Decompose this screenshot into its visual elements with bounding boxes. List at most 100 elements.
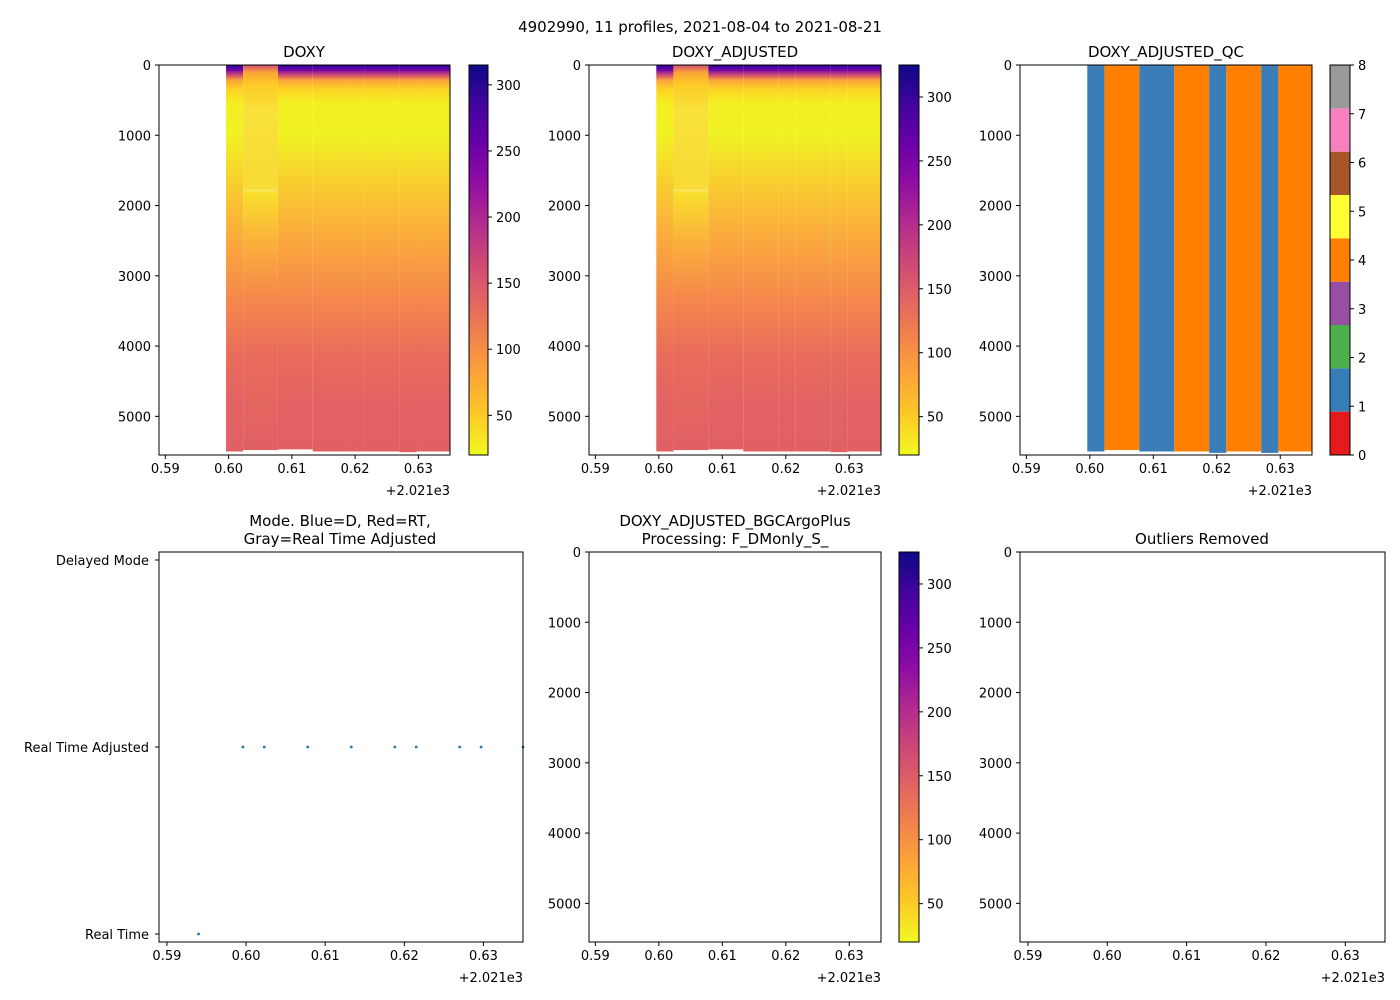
panel-doxy-adjusted-qc: DOXY_ADJUSTED_QC 0.59 0.60 0.61 0.62 0.63010… xyxy=(979,43,1366,499)
x-tick-label: 0.61 xyxy=(708,949,737,964)
panel-qc-title: DOXY_ADJUSTED_QC xyxy=(1088,43,1244,62)
qc-colorbar-tick-label: 0 xyxy=(1358,449,1366,464)
y-tick-label: 4000 xyxy=(548,827,581,842)
x-tick-label: 0.62 xyxy=(390,949,419,964)
mode-point xyxy=(479,745,483,749)
colorbar-tick-label: 200 xyxy=(927,219,952,234)
colorbar-tick-label: 250 xyxy=(927,155,952,170)
y-tick-label: 4000 xyxy=(979,827,1012,842)
figure-suptitle: 4902990, 11 profiles, 2021-08-04 to 2021… xyxy=(518,18,882,36)
y-tick-label: 0 xyxy=(573,546,581,561)
x-tick-label: 0.62 xyxy=(341,462,370,477)
panel-doxy-x-offset: +2.021e3 xyxy=(386,484,450,499)
panel-mode-title-line2: Gray=Real Time Adjusted xyxy=(244,530,437,548)
panel-doxy-adjusted-frame xyxy=(588,64,882,456)
qc-colorbar-bin xyxy=(1330,368,1350,412)
colorbar-tick-label: 300 xyxy=(496,79,521,94)
y-tick-label: 2000 xyxy=(548,687,581,702)
panel-doxy-frame xyxy=(158,64,451,456)
x-tick-label: 0.60 xyxy=(644,949,673,964)
x-tick-label: 0.62 xyxy=(1252,949,1281,964)
colorbar xyxy=(468,64,489,456)
colorbar-tick-label: 200 xyxy=(496,211,521,226)
heatmap-profile-column xyxy=(364,65,400,452)
panel-doxy-title: DOXY xyxy=(283,43,326,61)
y-tick-label: 1000 xyxy=(118,129,151,144)
heatmap-profile-column xyxy=(243,65,278,451)
qc-colorbar-tick-label: 1 xyxy=(1358,400,1366,415)
y-tick-label: 2000 xyxy=(979,687,1012,702)
colorbar-tick-label: 50 xyxy=(927,411,944,426)
qc-colorbar-tick-label: 5 xyxy=(1358,205,1366,220)
mode-point xyxy=(306,745,310,749)
x-tick-label: 0.63 xyxy=(835,462,864,477)
x-tick-label: 0.59 xyxy=(1012,462,1041,477)
x-tick-label: 0.63 xyxy=(1266,462,1295,477)
colorbar-tick-label: 100 xyxy=(927,834,952,849)
y-tick-label: 3000 xyxy=(548,270,581,285)
x-tick-label: 0.60 xyxy=(644,462,673,477)
heatmap-profile-edge xyxy=(243,189,278,192)
y-tick-label: 5000 xyxy=(979,410,1012,425)
panel-outliers-frame xyxy=(1019,551,1386,943)
panel-outliers: Outliers Removed 0.59 0.60 0.61 0.62 0.63 0 10… xyxy=(979,530,1386,986)
mode-point xyxy=(458,745,462,749)
y-tick-label: 0 xyxy=(1004,59,1012,74)
colorbar-tick-label: 300 xyxy=(927,91,952,106)
heatmap-profile-column xyxy=(312,65,348,452)
qc-colorbar-tick-label: 4 xyxy=(1358,254,1366,269)
x-tick-label: 0.63 xyxy=(469,949,498,964)
qc-column xyxy=(1226,65,1262,452)
x-tick-label: 0.60 xyxy=(214,462,243,477)
panel-bgc-frame xyxy=(588,551,882,943)
panel-mode-frame xyxy=(158,551,524,943)
mode-point xyxy=(349,745,353,749)
qc-colorbar-tick-label: 8 xyxy=(1358,59,1366,74)
heatmap-profile-column xyxy=(795,65,831,452)
x-tick-label: 0.60 xyxy=(232,949,261,964)
heatmap-profile-column xyxy=(847,65,881,452)
qc-colorbar-tick-label: 3 xyxy=(1358,303,1366,318)
colorbar-tick-label: 150 xyxy=(927,283,952,298)
mode-category-label: Real Time xyxy=(85,928,149,943)
y-tick-label: 1000 xyxy=(979,616,1012,631)
qc-column xyxy=(1261,65,1279,453)
heatmap-profile-column xyxy=(277,65,313,450)
y-tick-label: 2000 xyxy=(548,200,581,215)
colorbar-tick-label: 250 xyxy=(927,642,952,657)
x-tick-label: 0.61 xyxy=(277,462,306,477)
heatmap-profile-column xyxy=(673,65,709,451)
y-tick-label: 4000 xyxy=(548,340,581,355)
panel-mode: Mode. Blue=D, Red=RT, Gray=Real Time Adj… xyxy=(24,512,525,986)
x-tick-label: 0.61 xyxy=(311,949,340,964)
colorbar-tick-label: 250 xyxy=(496,145,521,160)
panel-outliers-title: Outliers Removed xyxy=(1135,530,1269,548)
mode-point xyxy=(393,745,397,749)
colorbar-tick-label: 50 xyxy=(496,409,513,424)
mode-category-label: Real Time Adjusted xyxy=(24,741,149,756)
panel-doxy-adjusted-title: DOXY_ADJUSTED xyxy=(672,43,798,62)
colorbar-tick-label: 200 xyxy=(927,706,952,721)
colorbar-tick-label: 100 xyxy=(496,343,521,358)
heatmap-profile-column xyxy=(226,65,244,452)
y-tick-label: 5000 xyxy=(979,897,1012,912)
qc-colorbar-bin xyxy=(1330,108,1350,152)
colorbar-tick-label: 300 xyxy=(927,578,952,593)
colorbar xyxy=(898,551,920,943)
qc-colorbar-bin xyxy=(1330,325,1350,369)
x-tick-label: 0.63 xyxy=(835,949,864,964)
panel-mode-x-offset: +2.021e3 xyxy=(459,971,523,986)
qc-colorbar-bin xyxy=(1330,411,1350,455)
y-tick-label: 1000 xyxy=(548,129,581,144)
x-tick-label: 0.62 xyxy=(771,949,800,964)
panel-qc-frame xyxy=(1019,64,1313,456)
x-tick-label: 0.59 xyxy=(1013,949,1042,964)
qc-colorbar-bin xyxy=(1330,65,1350,109)
mode-point xyxy=(197,932,200,936)
panel-bgcargoplus: DOXY_ADJUSTED_BGCArgoPlus Processing: F_… xyxy=(548,512,952,986)
x-tick-label: 0.63 xyxy=(1331,949,1360,964)
mode-category-label: Delayed Mode xyxy=(56,554,149,569)
y-tick-label: 2000 xyxy=(118,200,151,215)
heatmap-profile-column xyxy=(416,65,450,452)
mode-point xyxy=(241,745,245,749)
